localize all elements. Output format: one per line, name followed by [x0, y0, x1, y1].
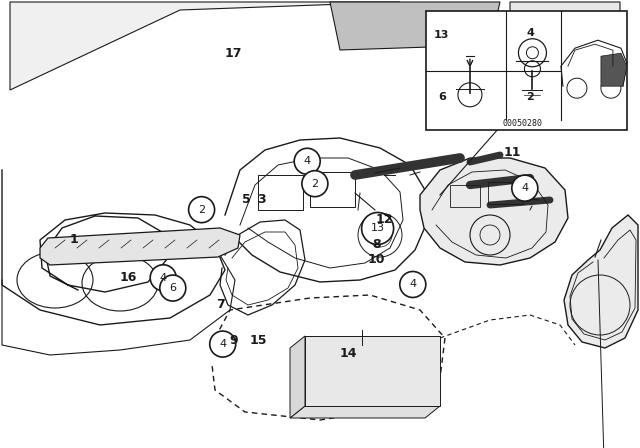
Text: 2: 2 — [198, 205, 205, 215]
Polygon shape — [564, 215, 638, 348]
Text: 4: 4 — [521, 183, 529, 193]
Circle shape — [210, 331, 236, 357]
Text: 17: 17 — [225, 47, 243, 60]
Text: 6: 6 — [170, 283, 176, 293]
Circle shape — [302, 171, 328, 197]
Polygon shape — [420, 158, 568, 265]
Polygon shape — [305, 336, 440, 406]
Bar — [310, 172, 355, 207]
Text: 2: 2 — [311, 179, 319, 189]
Text: 9: 9 — [229, 334, 238, 347]
Text: 15: 15 — [249, 334, 267, 347]
Circle shape — [189, 197, 214, 223]
Polygon shape — [528, 45, 612, 95]
Text: 4: 4 — [303, 156, 311, 166]
Text: 4: 4 — [409, 280, 417, 289]
Polygon shape — [290, 336, 305, 418]
Circle shape — [400, 271, 426, 297]
Bar — [450, 185, 480, 207]
Text: 6: 6 — [438, 92, 445, 102]
Text: 14: 14 — [340, 347, 358, 361]
Circle shape — [160, 275, 186, 301]
Text: 8: 8 — [372, 237, 381, 251]
Circle shape — [294, 148, 320, 174]
Text: 16: 16 — [119, 271, 137, 284]
Bar — [258, 175, 303, 210]
Polygon shape — [40, 228, 240, 265]
Bar — [426, 11, 627, 130]
Circle shape — [512, 175, 538, 201]
Polygon shape — [290, 406, 440, 418]
Text: 12: 12 — [375, 213, 393, 226]
Text: 4: 4 — [527, 28, 534, 38]
Text: 4: 4 — [159, 273, 167, 283]
Text: 00050280: 00050280 — [502, 120, 542, 129]
Circle shape — [362, 212, 394, 245]
Polygon shape — [510, 2, 620, 35]
Text: 2: 2 — [527, 92, 534, 102]
Text: 3: 3 — [257, 193, 266, 206]
Text: 5: 5 — [242, 193, 251, 206]
Text: 13: 13 — [434, 30, 449, 40]
Text: 11: 11 — [503, 146, 521, 159]
Polygon shape — [601, 53, 627, 86]
Circle shape — [150, 265, 176, 291]
Text: 7: 7 — [216, 298, 225, 311]
Text: 4: 4 — [219, 339, 227, 349]
Text: 1: 1 — [69, 233, 78, 246]
Polygon shape — [330, 2, 500, 50]
Bar — [488, 182, 523, 204]
Text: 10: 10 — [367, 253, 385, 267]
Polygon shape — [10, 2, 400, 90]
Text: 13: 13 — [371, 224, 385, 233]
